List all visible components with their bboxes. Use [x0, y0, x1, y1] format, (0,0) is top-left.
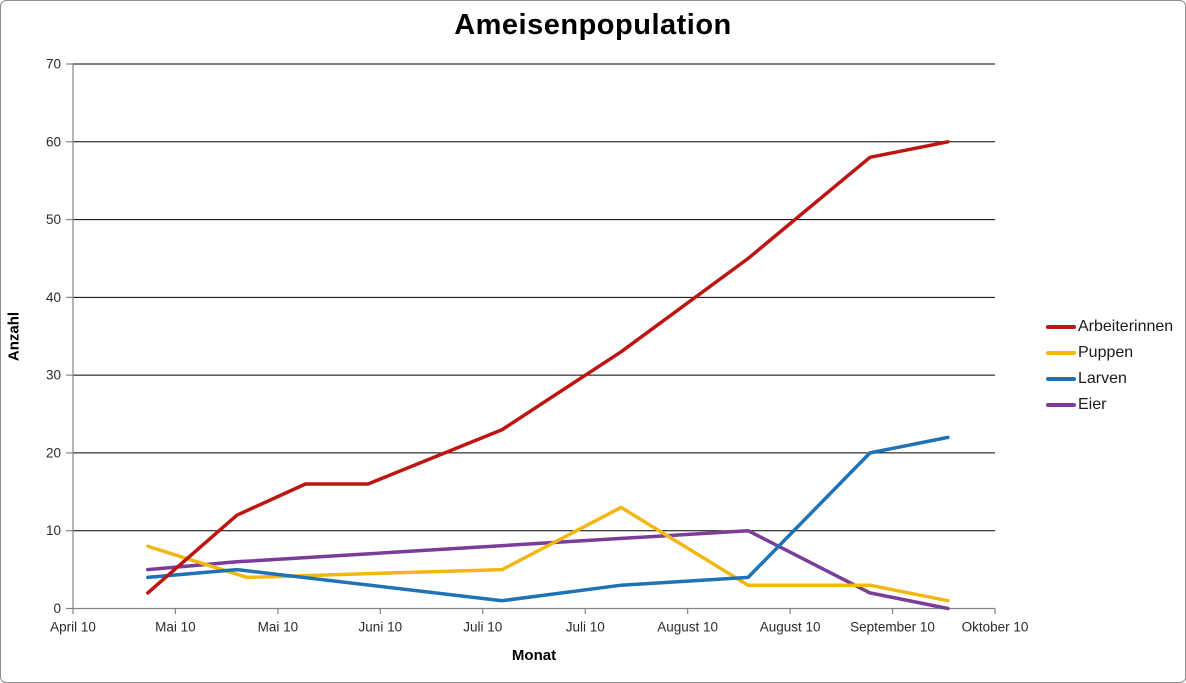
y-tick-label: 50 — [46, 212, 61, 227]
x-tick-label: August 10 — [657, 620, 718, 635]
legend-label: Eier — [1078, 396, 1107, 413]
x-tick-label: September 10 — [850, 620, 935, 635]
chart-title: Ameisenpopulation — [454, 9, 732, 41]
legend-item-arbeiterinnen: Arbeiterinnen — [1046, 314, 1173, 340]
series-line-larven — [146, 435, 950, 603]
y-tick-label: 60 — [46, 134, 61, 149]
legend-swatch — [1046, 377, 1076, 381]
x-tick-label: Juni 10 — [359, 620, 403, 635]
series-line-eier — [146, 528, 950, 611]
y-tick-label: 40 — [46, 290, 61, 305]
legend-item-puppen: Puppen — [1046, 340, 1173, 366]
x-axis-title: Monat — [511, 647, 557, 664]
legend-item-larven: Larven — [1046, 366, 1173, 392]
y-tick-label: 20 — [46, 445, 61, 460]
y-tick-label: 70 — [46, 57, 61, 72]
series-line-puppen — [146, 505, 950, 603]
x-tick-label: April 10 — [50, 620, 96, 635]
x-tick-label: Juli 10 — [463, 620, 502, 635]
y-tick-label: 0 — [53, 601, 61, 616]
legend-swatch — [1046, 351, 1076, 355]
legend: Arbeiterinnen Puppen Larven Eier — [1046, 314, 1173, 418]
y-tick-label: 30 — [46, 368, 61, 383]
legend-label: Puppen — [1078, 344, 1134, 361]
x-tick-label: Mai 10 — [155, 620, 196, 635]
series-line-arbeiterinnen — [146, 140, 950, 595]
y-tick-label: 10 — [46, 523, 61, 538]
legend-swatch — [1046, 325, 1076, 329]
x-tick-label: August 10 — [760, 620, 821, 635]
x-tick-label: Oktober 10 — [962, 620, 1029, 635]
x-tick-label: Juli 10 — [566, 620, 605, 635]
legend-label: Arbeiterinnen — [1078, 318, 1174, 335]
legend-item-eier: Eier — [1046, 392, 1173, 418]
legend-swatch — [1046, 403, 1076, 407]
x-tick-label: Mai 10 — [258, 620, 299, 635]
legend-label: Larven — [1078, 370, 1127, 387]
